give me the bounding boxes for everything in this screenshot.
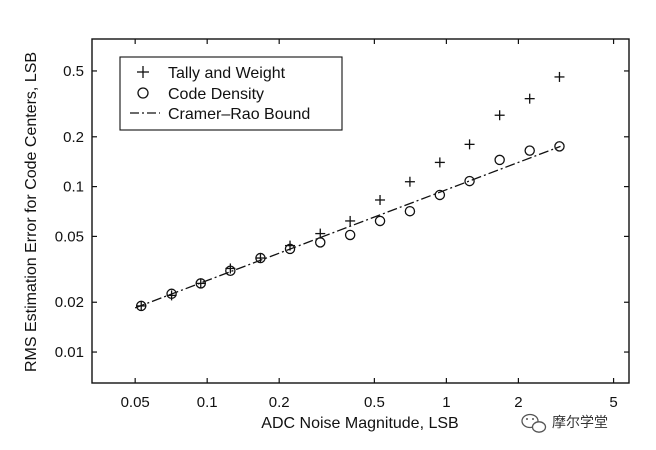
y-tick-label: 0.2 [63, 129, 84, 146]
watermark-text: 摩尔学堂 [552, 414, 608, 431]
x-tick-label: 0.2 [269, 394, 290, 411]
code-density-point [315, 237, 326, 248]
tally-weight-point [554, 71, 565, 82]
legend-label-density: Code Density [168, 86, 264, 103]
legend-marker-circle [137, 87, 149, 99]
tally-weight-point [404, 176, 415, 187]
x-tick-label: 0.5 [364, 394, 385, 411]
legend-label-tally: Tally and Weight [168, 65, 286, 82]
code-density-point [374, 215, 386, 227]
code-density-point [404, 205, 416, 217]
tally-weight-point [434, 157, 445, 168]
tally-weight-point [345, 215, 356, 226]
tally-weight-point [524, 93, 535, 104]
tally-weight-point [195, 278, 206, 289]
tally-weight-point [375, 194, 386, 205]
x-tick-label: 5 [609, 394, 617, 411]
y-tick-label: 0.5 [63, 63, 84, 80]
code-density-point [494, 154, 505, 166]
y-tick-label: 0.05 [55, 228, 84, 245]
x-tick-label: 0.1 [197, 394, 218, 411]
y-tick-label: 0.1 [63, 179, 84, 196]
tally-weight-point [225, 263, 236, 274]
y-tick-label: 0.02 [55, 294, 84, 311]
tally-weight-point [464, 139, 475, 150]
legend-marker-plus [137, 66, 149, 78]
plot-frame [91, 38, 630, 384]
watermark: 摩尔学堂 [521, 413, 608, 433]
series-layer [134, 71, 565, 312]
code-density-point [225, 265, 236, 277]
y-axis-title: RMS Estimation Error for Code Centers, L… [23, 52, 40, 372]
x-tick-label: 1 [442, 394, 450, 411]
legend-box [119, 56, 343, 131]
x-tick-label: 0.05 [121, 394, 150, 411]
code-density-point [166, 288, 177, 300]
code-density-point [554, 141, 565, 152]
x-axis-ticks: 0.05 0.1 0.2 0.5 1 2 5 [121, 39, 618, 411]
cramer-rao-bound-line [134, 145, 561, 309]
code-density-point [284, 243, 296, 255]
tally-weight-point [255, 253, 266, 264]
tally-weight-point [494, 110, 505, 121]
legend-label-cramer-rao: Cramer–Rao Bound [168, 106, 310, 123]
code-density-point [464, 175, 475, 187]
code-density-point [344, 229, 356, 241]
code-density-point [524, 145, 535, 156]
y-tick-label: 0.01 [55, 344, 84, 361]
y-axis-ticks: 0.01 0.02 0.05 0.1 0.2 0.5 [55, 63, 629, 361]
x-axis-title: ADC Noise Magnitude, LSB [261, 415, 458, 432]
code-density-point [135, 300, 147, 312]
code-density-point [195, 278, 206, 289]
wechat-icon [521, 413, 547, 433]
x-tick-label: 2 [514, 394, 522, 411]
legend: Tally and Weight Code Density Cramer–Rao… [119, 56, 343, 131]
code-density-point [434, 189, 446, 201]
